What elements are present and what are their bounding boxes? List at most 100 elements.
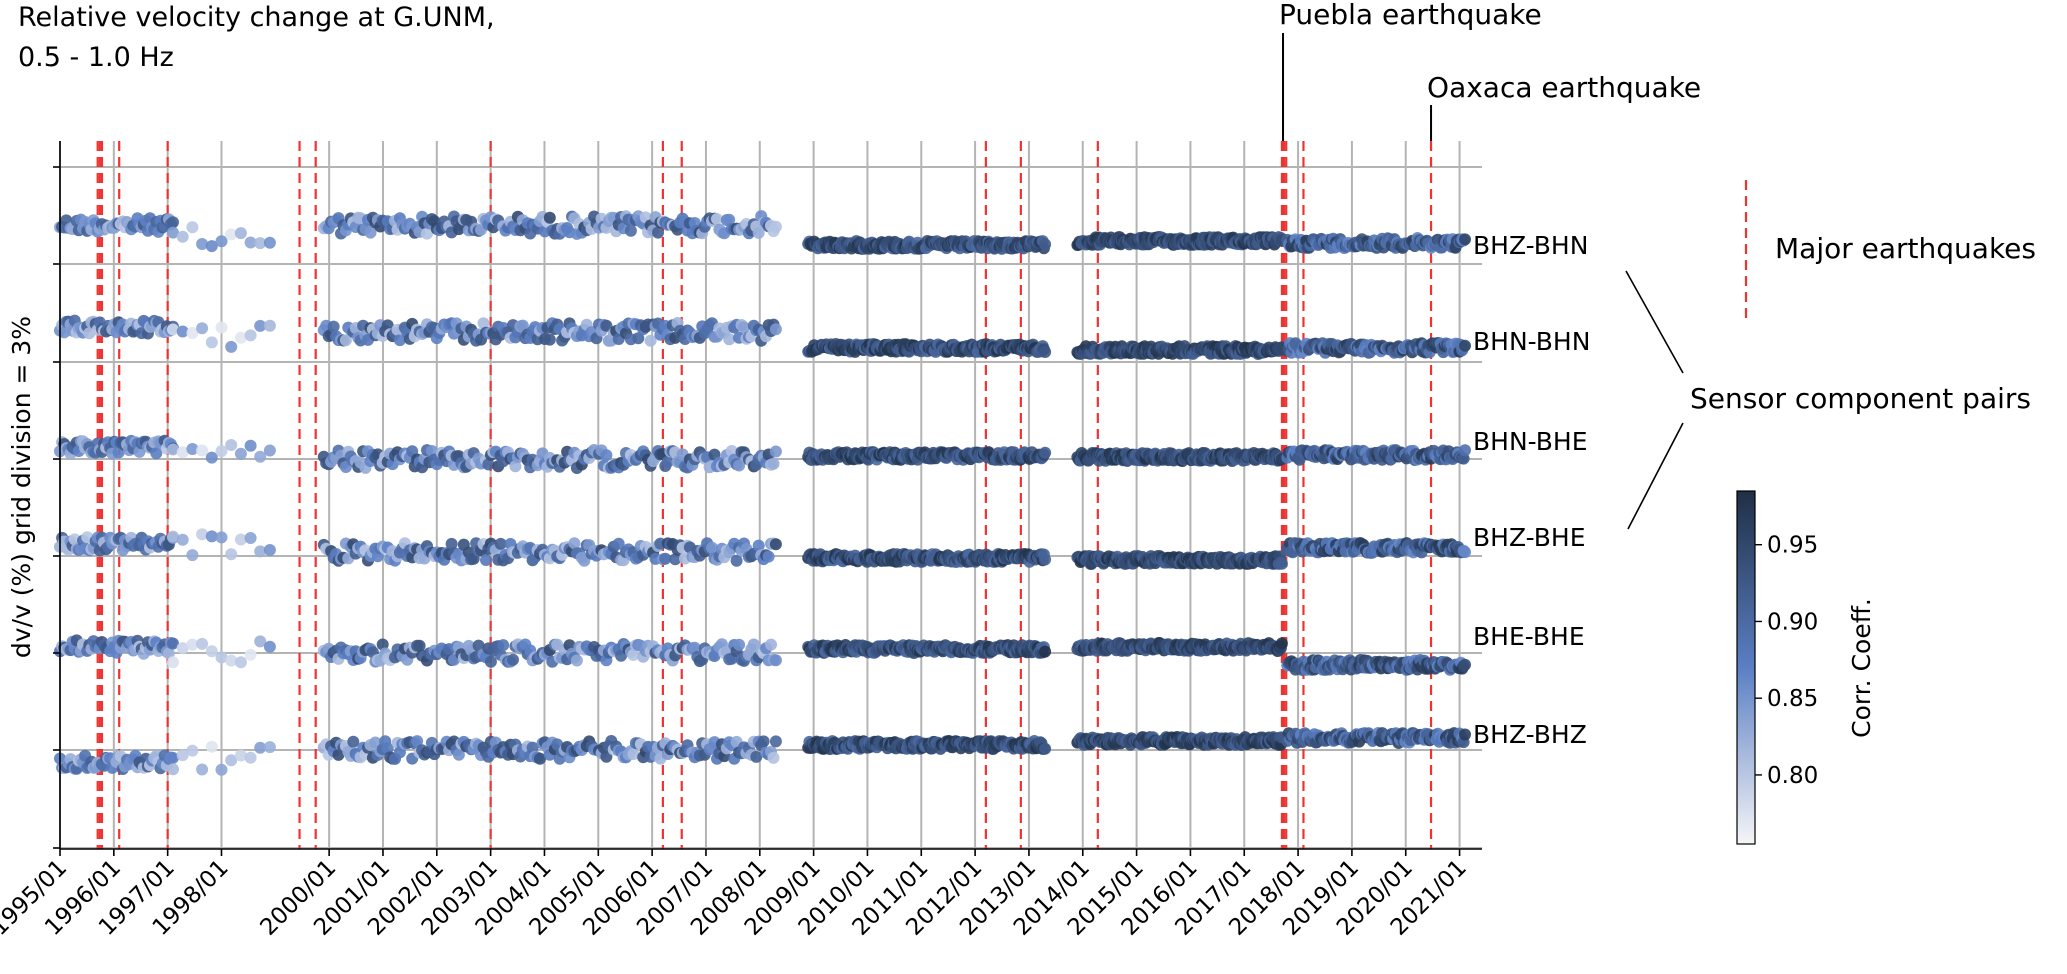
data-point xyxy=(327,320,340,333)
pair-label: BHZ-BHE xyxy=(1473,523,1586,552)
colorbar-gradient xyxy=(1736,490,1756,845)
data-point xyxy=(263,741,276,754)
data-point xyxy=(244,236,257,249)
data-point xyxy=(150,447,163,460)
data-point xyxy=(196,444,209,457)
chart-title-line-1: Relative velocity change at G.UNM, xyxy=(18,2,495,33)
colorbar-tick-label: 0.80 xyxy=(1767,763,1818,789)
data-point xyxy=(254,319,267,332)
data-point xyxy=(167,656,179,669)
data-point xyxy=(421,227,433,240)
data-point xyxy=(1275,557,1288,570)
oaxaca-annotation: Oaxaca earthquake xyxy=(1427,71,1701,104)
data-point xyxy=(176,446,189,459)
data-point xyxy=(215,531,228,544)
data-point xyxy=(1039,553,1052,566)
earthquake-lines xyxy=(96,141,1433,849)
data-point xyxy=(762,550,775,563)
data-point xyxy=(254,545,267,558)
data-point xyxy=(769,654,782,667)
data-point xyxy=(225,340,238,353)
data-point xyxy=(509,460,522,473)
data-point xyxy=(167,443,179,456)
data-point xyxy=(480,554,492,566)
data-point xyxy=(254,450,267,463)
data-point xyxy=(176,325,189,338)
data-point xyxy=(711,213,723,225)
data-point xyxy=(167,226,179,239)
data-point xyxy=(205,451,218,464)
data-point xyxy=(167,530,179,543)
data-point xyxy=(644,334,657,347)
colorbar-label: Corr. Coeff. xyxy=(1847,598,1876,738)
pair-label: BHE-BHE xyxy=(1473,622,1585,651)
group-label: Sensor component pairs xyxy=(1690,382,2031,415)
data-point xyxy=(733,638,746,651)
data-point xyxy=(1039,238,1052,251)
data-point xyxy=(244,439,257,452)
y-axis-label: dv/v (%) grid division = 3% xyxy=(7,316,36,658)
data-point xyxy=(1459,233,1471,246)
data-point xyxy=(186,327,199,339)
legend-label: Major earthquakes xyxy=(1775,232,2036,265)
data-point xyxy=(263,319,276,332)
data-point xyxy=(263,444,276,457)
data-point xyxy=(738,321,750,334)
data-point xyxy=(752,226,765,239)
data-point xyxy=(1459,339,1471,352)
data-point xyxy=(196,322,209,335)
group-pointer-lower xyxy=(1627,422,1684,530)
data-point xyxy=(757,735,770,748)
data-point xyxy=(225,439,238,451)
pair-label: BHZ-BHN xyxy=(1473,231,1588,260)
data-point xyxy=(445,537,458,550)
data-point xyxy=(477,317,490,330)
data-point xyxy=(1039,645,1052,658)
data-point xyxy=(723,213,736,226)
colorbar-tick-label: 0.90 xyxy=(1767,609,1818,635)
puebla-annotation: Puebla earthquake xyxy=(1279,0,1542,31)
data-point xyxy=(769,323,782,336)
data-point xyxy=(196,238,209,250)
data-point xyxy=(769,220,782,233)
legend: Major earthquakes xyxy=(1744,180,2036,318)
group-pointer-upper xyxy=(1625,270,1684,374)
data-point xyxy=(244,751,257,764)
data-point xyxy=(234,227,247,240)
data-point xyxy=(215,763,228,776)
data-point xyxy=(205,740,218,753)
data-point xyxy=(186,549,199,562)
data-point xyxy=(733,459,746,472)
data-point xyxy=(167,763,179,776)
pair-labels: BHZ-BHNBHN-BHNBHN-BHEBHZ-BHEBHE-BHEBHZ-B… xyxy=(1473,231,1590,749)
data-point xyxy=(543,211,556,224)
data-point xyxy=(234,331,247,344)
data-point xyxy=(767,457,780,470)
pair-label: BHZ-BHZ xyxy=(1473,720,1587,749)
data-point xyxy=(205,530,218,543)
data-point xyxy=(482,458,495,471)
data-point xyxy=(632,332,645,345)
data-point xyxy=(234,656,247,669)
data-point xyxy=(600,319,613,332)
data-point xyxy=(600,449,613,462)
data-point xyxy=(225,228,238,241)
data-point xyxy=(769,735,782,748)
earthquake-annotations: Puebla earthquake Oaxaca earthquake xyxy=(1279,0,1701,141)
data-point xyxy=(516,319,529,332)
data-point xyxy=(652,226,664,239)
data-point xyxy=(186,443,199,455)
data-point xyxy=(1039,742,1052,755)
data-point xyxy=(234,533,247,546)
data-point xyxy=(263,640,276,653)
data-point xyxy=(1039,446,1052,459)
data-point xyxy=(364,226,377,239)
pair-label: BHN-BHN xyxy=(1473,327,1590,356)
data-point xyxy=(1459,444,1471,457)
data-point xyxy=(225,548,238,561)
group-annotation: Sensor component pairs xyxy=(1625,270,2031,530)
data-point xyxy=(769,538,782,551)
data-point xyxy=(570,654,583,667)
